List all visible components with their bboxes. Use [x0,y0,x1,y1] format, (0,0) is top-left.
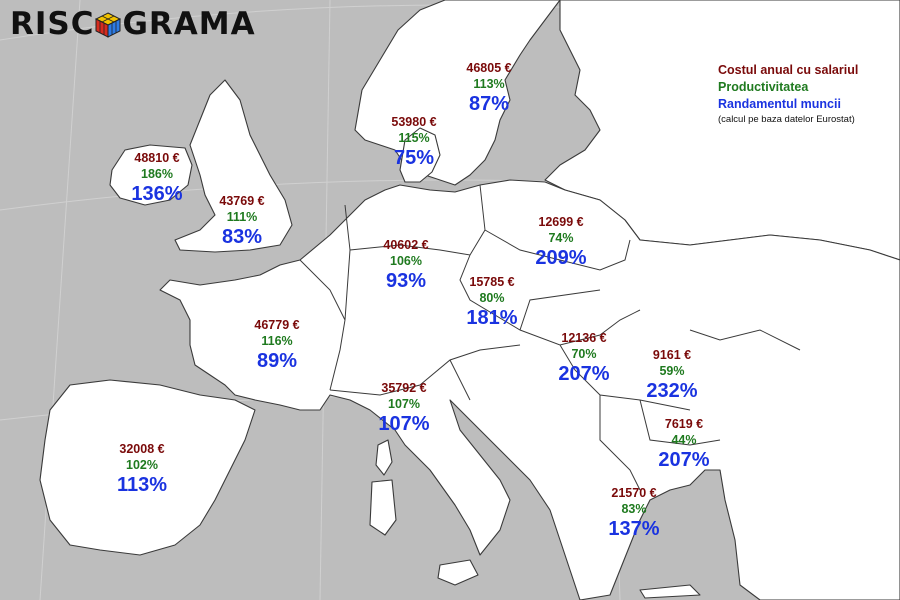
region-cost: 12699 € [538,215,584,229]
region-yield: 137% [608,518,660,540]
region-productivity: 116% [261,334,293,348]
legend-note: (calcul pe baza datelor Eurostat) [718,114,855,125]
region-cost: 35792 € [381,381,427,395]
legend-cost-label: Costul anual cu salariul [718,63,859,77]
region-productivity: 59% [659,364,685,378]
region-label-france: 46779 € 116% 89% [254,317,299,373]
land-denmark [399,127,441,183]
land-crete [639,584,701,599]
region-label-ireland: 48810 € 186% 136% [131,150,182,206]
riscograma-logo: RISC GRAMA [10,4,256,44]
region-yield: 209% [535,247,587,269]
region-productivity: 83% [621,502,647,516]
region-productivity: 113% [473,77,505,91]
region-label-czechia: 15785 € 80% 181% [466,274,517,330]
region-yield: 83% [221,226,263,248]
region-cost: 46805 € [466,61,512,75]
land-sardinia [369,479,397,536]
region-productivity: 102% [126,458,158,472]
region-productivity: 111% [226,210,258,224]
region-cost: 9161 € [652,348,692,362]
region-label-germany: 40602 € 106% 93% [383,237,428,293]
region-yield: 89% [256,350,298,372]
land-iberia [39,379,256,556]
legend-yield-label: Randamentul muncii [718,97,841,111]
region-productivity: 70% [571,347,597,361]
logo-text-left: RISC [10,6,95,42]
land-sicily [437,559,479,586]
region-yield: 232% [646,380,698,402]
region-yield: 87% [468,93,510,115]
region-label-greece: 21570 € 83% 137% [608,485,659,541]
region-cost: 12136 € [561,331,607,345]
region-yield: 207% [658,449,710,471]
legend-productivity-label: Productivitatea [718,80,809,94]
land-corsica [375,439,393,476]
legend: Costul anual cu salariul Productivitatea… [718,62,858,126]
region-yield: 75% [393,147,435,169]
country-borders [299,184,801,491]
region-cost: 21570 € [611,486,657,500]
region-label-hungary: 12136 € 70% 207% [558,330,609,386]
region-label-denmark: 53980 € 115% 75% [391,114,436,170]
region-yield: 181% [466,307,518,329]
land-great-britain [174,79,293,253]
rubik-cube-icon [95,12,122,38]
region-productivity: 74% [548,231,574,245]
region-cost: 53980 € [391,115,437,129]
region-label-spain: 32008 € 102% 113% [117,441,167,497]
region-yield: 207% [558,363,610,385]
region-yield: 113% [116,474,168,496]
region-cost: 15785 € [469,275,515,289]
region-cost: 32008 € [119,442,165,456]
region-productivity: 115% [398,131,430,145]
region-yield: 136% [131,183,183,205]
region-cost: 7619 € [664,417,704,431]
region-productivity: 107% [388,397,420,411]
region-label-uk: 43769 € 111% 83% [219,193,264,249]
land-continent [159,179,900,600]
region-cost: 46779 € [254,318,300,332]
region-yield: 93% [385,270,427,292]
region-productivity: 106% [390,254,422,268]
region-cost: 43769 € [219,194,265,208]
region-productivity: 44% [671,433,697,447]
region-productivity: 186% [141,167,173,181]
region-cost: 48810 € [134,151,180,165]
region-productivity: 80% [479,291,505,305]
region-label-poland: 12699 € 74% 209% [535,214,586,270]
region-label-sweden: 46805 € 113% 87% [466,60,511,116]
logo-text-right: GRAMA [122,6,256,42]
land-ireland [109,144,193,206]
region-label-italy: 35792 € 107% 107% [378,380,429,436]
region-cost: 40602 € [383,238,429,252]
region-label-romania: 9161 € 59% 232% [646,347,697,403]
region-label-bulgaria: 7619 € 44% 207% [658,416,709,472]
region-yield: 107% [378,413,430,435]
